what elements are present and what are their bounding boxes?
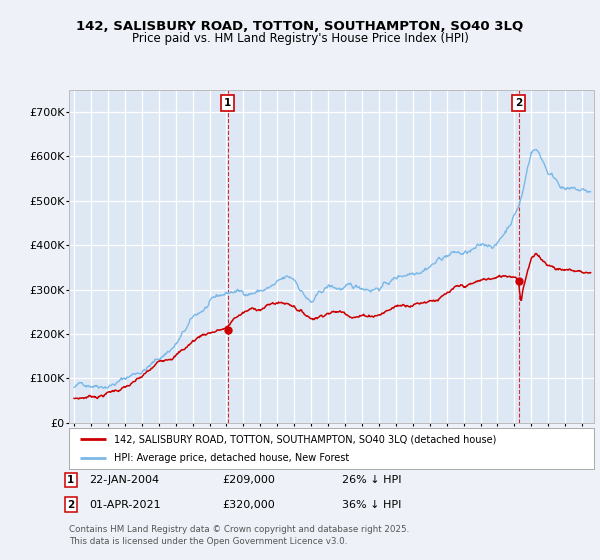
Text: 142, SALISBURY ROAD, TOTTON, SOUTHAMPTON, SO40 3LQ: 142, SALISBURY ROAD, TOTTON, SOUTHAMPTON… xyxy=(76,20,524,32)
Text: 2: 2 xyxy=(67,500,74,510)
Text: 1: 1 xyxy=(224,98,232,108)
Text: £209,000: £209,000 xyxy=(222,475,275,485)
Text: Contains HM Land Registry data © Crown copyright and database right 2025.
This d: Contains HM Land Registry data © Crown c… xyxy=(69,525,409,546)
Text: 01-APR-2021: 01-APR-2021 xyxy=(89,500,160,510)
Text: HPI: Average price, detached house, New Forest: HPI: Average price, detached house, New … xyxy=(113,453,349,463)
Text: 1: 1 xyxy=(67,475,74,485)
Text: Price paid vs. HM Land Registry's House Price Index (HPI): Price paid vs. HM Land Registry's House … xyxy=(131,32,469,45)
Text: 142, SALISBURY ROAD, TOTTON, SOUTHAMPTON, SO40 3LQ (detached house): 142, SALISBURY ROAD, TOTTON, SOUTHAMPTON… xyxy=(113,435,496,444)
Text: 36% ↓ HPI: 36% ↓ HPI xyxy=(342,500,401,510)
Text: £320,000: £320,000 xyxy=(222,500,275,510)
Text: 2: 2 xyxy=(515,98,522,108)
Text: 22-JAN-2004: 22-JAN-2004 xyxy=(89,475,159,485)
Text: 26% ↓ HPI: 26% ↓ HPI xyxy=(342,475,401,485)
